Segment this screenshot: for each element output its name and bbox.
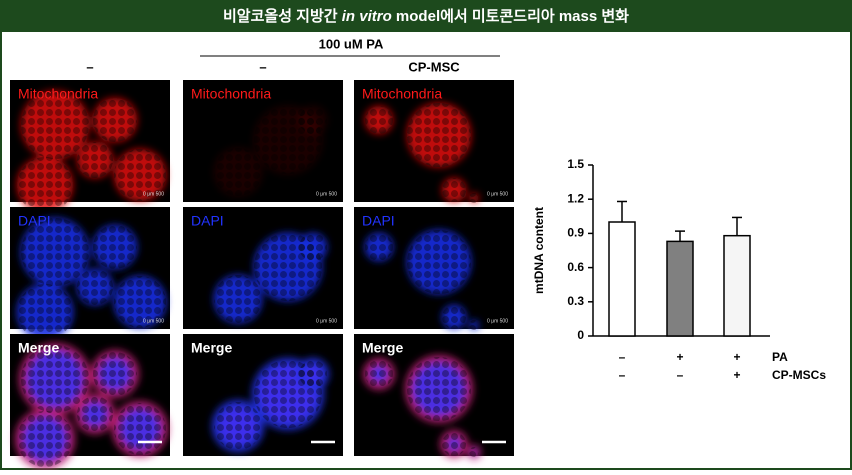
cell-texture <box>442 432 466 456</box>
micrograph: Mitochondria 0 μm 500 <box>183 80 343 202</box>
title-part: in vitro <box>342 8 392 25</box>
micrograph: DAPI 0 μm 500 <box>354 207 514 330</box>
cell-texture <box>214 402 262 450</box>
micrographs: Mitochondria 0 μm 500 Mitochondria 0 μm 500… <box>10 80 514 469</box>
channel-label: Merge <box>191 340 232 356</box>
cell-texture <box>93 352 137 396</box>
cell-texture <box>365 106 393 134</box>
cell-texture <box>17 157 73 213</box>
cell-texture <box>21 218 89 286</box>
cell-texture <box>469 193 479 203</box>
cell-texture <box>17 284 73 340</box>
cell-texture <box>365 233 393 261</box>
y-tick-label: 0.3 <box>567 294 584 308</box>
micrograph: Merge <box>354 334 514 459</box>
group-label: 100 uM PA <box>319 36 384 51</box>
cell-texture <box>93 225 137 269</box>
cell-texture <box>77 269 113 305</box>
cell-texture <box>442 305 466 329</box>
bar <box>666 240 694 337</box>
channel-label: DAPI <box>191 213 224 229</box>
y-tick-label: 0.9 <box>567 226 584 240</box>
cell-texture <box>21 345 89 413</box>
channel-label: Merge <box>362 340 403 356</box>
column-label: – <box>86 59 93 74</box>
channel-label: Merge <box>18 340 59 356</box>
cell-texture <box>214 275 262 323</box>
scale-label: 0 μm 500 <box>143 191 164 197</box>
scale-label: 0 μm 500 <box>143 318 164 324</box>
cell-texture <box>407 357 471 421</box>
condition-sign: – <box>619 350 626 364</box>
cell-texture <box>442 178 466 202</box>
condition-sign: + <box>676 350 683 364</box>
channel-label: Mitochondria <box>191 86 271 102</box>
condition-name: PA <box>772 350 788 364</box>
bar-chart: 0 0.3 0.6 0.9 1.2 1.5 mtDNA content – + + PA – – + CP-… <box>532 157 826 382</box>
condition-sign: + <box>733 368 740 382</box>
channel-label: Mitochondria <box>362 86 442 102</box>
bar <box>608 221 636 337</box>
cell-texture <box>21 91 89 159</box>
condition-sign: – <box>677 368 684 382</box>
channel-label: DAPI <box>362 213 395 229</box>
cell-texture <box>365 360 393 388</box>
title-part: model에서 미토콘드리아 mass 변화 <box>392 8 629 25</box>
micrograph: Merge <box>183 334 343 456</box>
y-tick-label: 0.6 <box>567 260 584 274</box>
header-bar <box>2 2 850 32</box>
scale-label: 0 μm 500 <box>316 318 337 324</box>
cell-texture <box>407 103 471 167</box>
cell-texture <box>469 320 479 330</box>
cell-texture <box>407 230 471 294</box>
cell-texture <box>114 149 166 201</box>
micrograph: Mitochondria 0 μm 500 <box>354 80 514 203</box>
cell-texture <box>93 98 137 142</box>
micrograph: DAPI 0 μm 500 <box>10 207 170 340</box>
header-title: 비알코올성 지방간 in vitro model에서 미토콘드리아 mass 변… <box>223 7 629 25</box>
micrograph: Merge <box>10 334 170 469</box>
y-tick-label: 1.5 <box>567 157 584 171</box>
micrograph: Mitochondria 0 μm 500 <box>10 80 170 213</box>
y-tick-label: 0 <box>577 328 584 342</box>
condition-sign: – <box>619 368 626 382</box>
y-tick-label: 1.2 <box>567 191 584 205</box>
cell-texture <box>114 403 166 455</box>
cell-texture <box>77 142 113 178</box>
cell-texture <box>214 148 262 196</box>
cell-texture <box>77 396 113 432</box>
cell-texture <box>299 360 327 388</box>
title-part: 비알코올성 지방간 <box>223 7 342 25</box>
condition-sign: + <box>733 350 740 364</box>
micrograph: DAPI 0 μm 500 <box>183 207 343 329</box>
cell-texture <box>299 233 327 261</box>
scale-label: 0 μm 500 <box>487 318 508 324</box>
condition-name: CP-MSCs <box>772 368 826 382</box>
cell-texture <box>469 447 479 457</box>
channel-label: Mitochondria <box>18 86 98 102</box>
column-label: CP-MSC <box>408 59 460 74</box>
column-label: – <box>259 59 266 74</box>
cell-texture <box>114 276 166 328</box>
scale-label: 0 μm 500 <box>487 191 508 197</box>
cell-texture <box>299 106 327 134</box>
scale-label: 0 μm 500 <box>316 191 337 197</box>
bar <box>723 234 751 337</box>
cell-texture <box>17 411 73 467</box>
y-axis-label: mtDNA content <box>532 207 546 294</box>
channel-label: DAPI <box>18 213 51 229</box>
